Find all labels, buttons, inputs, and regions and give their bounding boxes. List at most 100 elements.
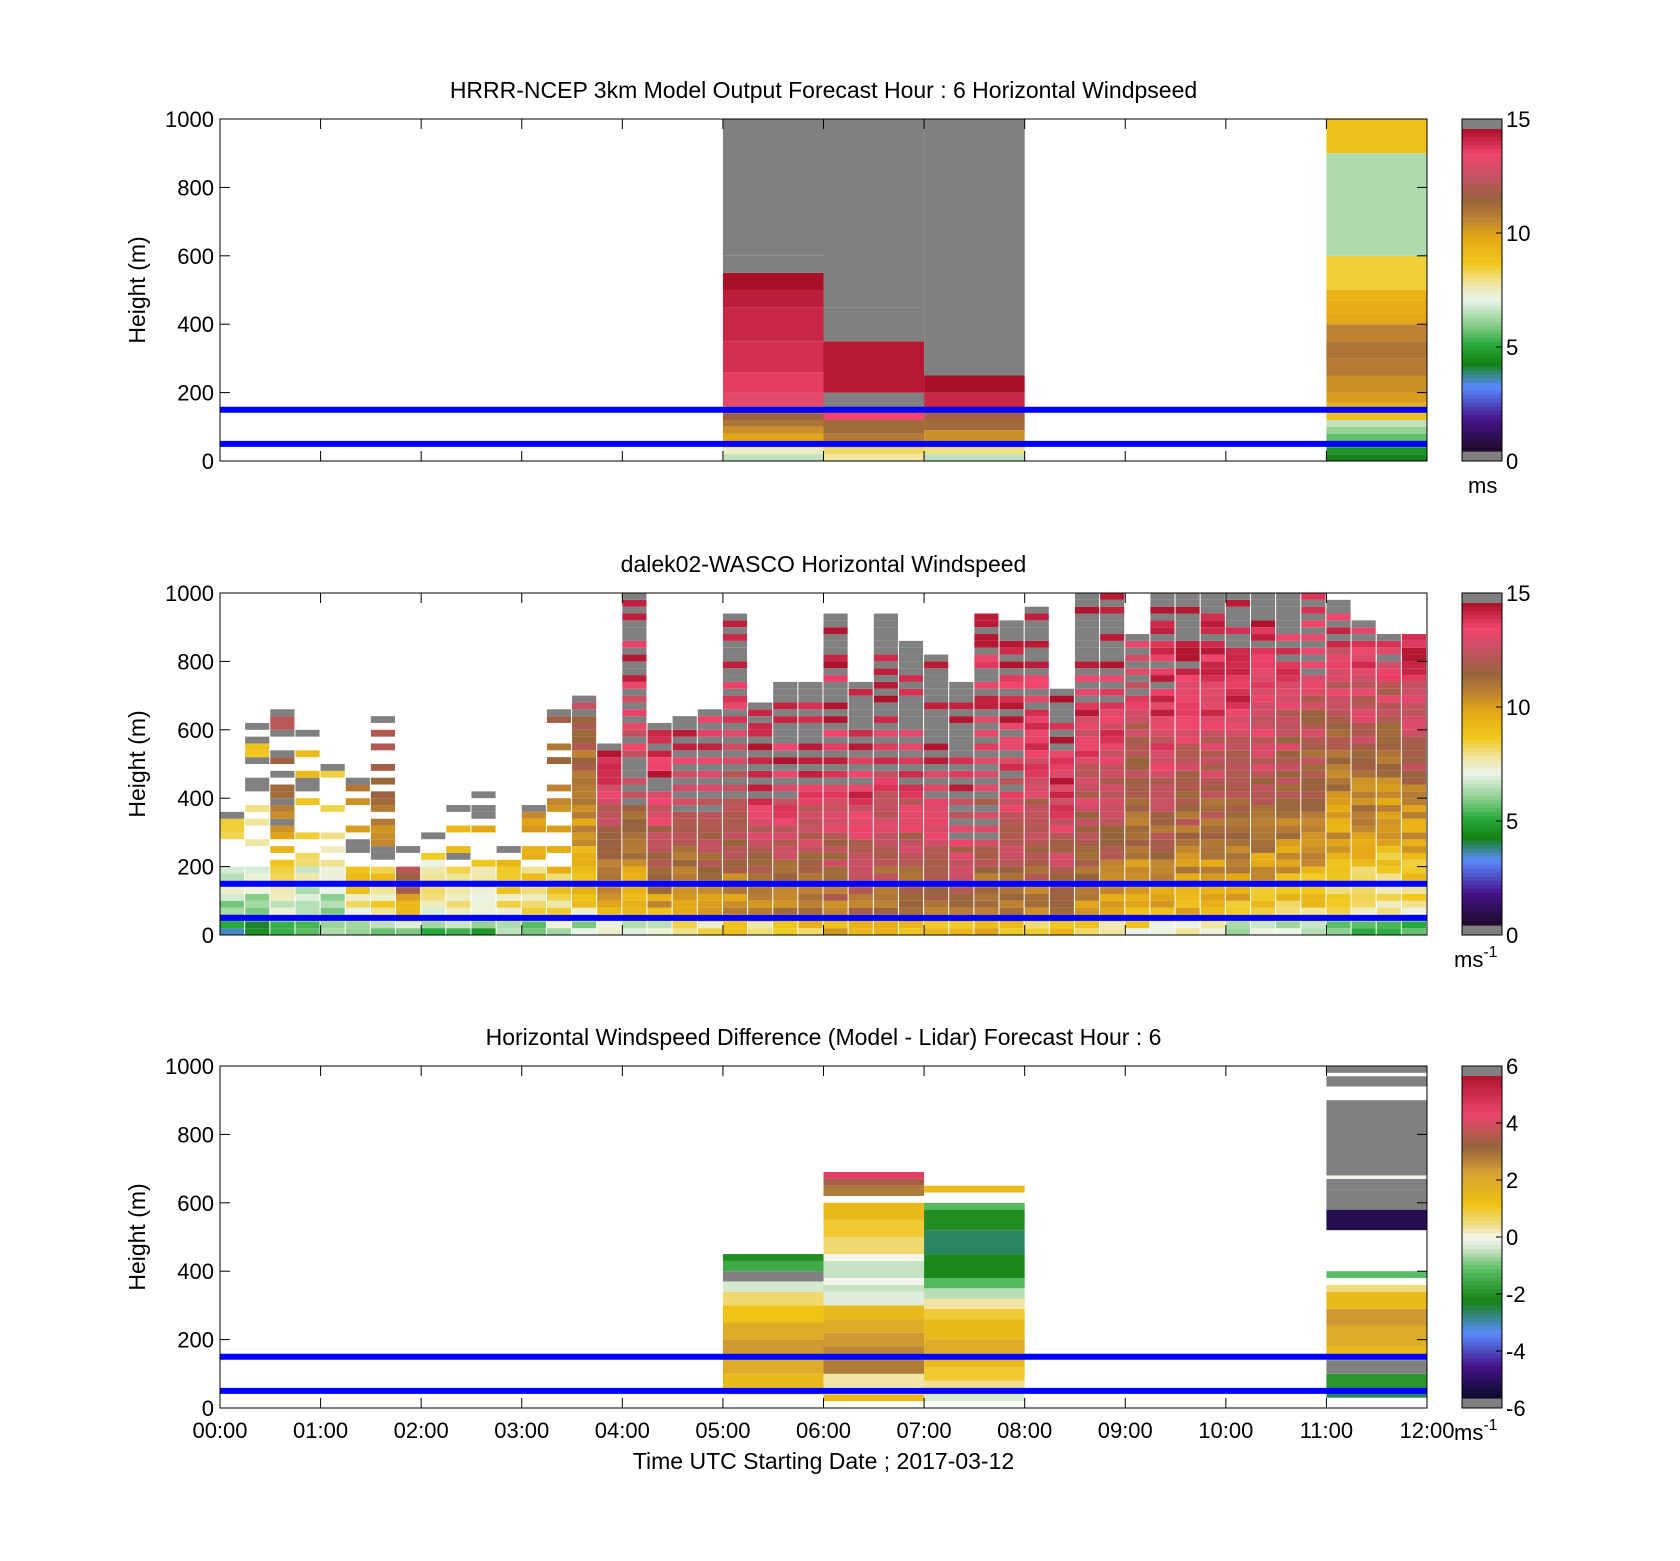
heatmap-cell xyxy=(672,859,697,867)
colorbar-segment xyxy=(1462,920,1502,926)
colorbar-segment xyxy=(1462,265,1502,271)
heatmap-cell xyxy=(722,620,748,628)
heatmap-cell xyxy=(722,372,824,393)
heatmap-cell xyxy=(1200,887,1225,894)
heatmap-cell xyxy=(1024,620,1049,628)
heatmap-cell xyxy=(245,805,270,812)
heatmap-cell xyxy=(999,647,1024,655)
heatmap-cell xyxy=(924,681,949,689)
heatmap-cell xyxy=(572,893,597,901)
heatmap-cell xyxy=(798,709,823,717)
heatmap-cell xyxy=(622,709,647,717)
heatmap-cell xyxy=(647,729,672,737)
heatmap-cell xyxy=(798,900,823,908)
heatmap-cell xyxy=(1250,709,1276,717)
heatmap-cell xyxy=(1225,887,1250,894)
heatmap-cell xyxy=(672,736,697,744)
heatmap-cell xyxy=(1024,887,1049,894)
heatmap-cell xyxy=(1074,893,1100,901)
heatmap-cell xyxy=(446,846,471,853)
heatmap-cell xyxy=(949,770,974,778)
heatmap-cell xyxy=(1175,634,1200,641)
heatmap-cell xyxy=(1351,852,1376,860)
heatmap-cell xyxy=(245,873,270,881)
heatmap-cell xyxy=(1225,729,1250,737)
heatmap-cell xyxy=(220,900,245,908)
heatmap-cell xyxy=(270,811,295,819)
heatmap-cell xyxy=(622,593,647,600)
heatmap-cell xyxy=(1024,852,1049,860)
heatmap-cell xyxy=(1175,805,1200,812)
colorbar-segment xyxy=(1462,302,1502,307)
heatmap-cell xyxy=(1301,907,1326,915)
heatmap-cell xyxy=(1276,627,1301,635)
colorbar-tick-label: 2 xyxy=(1506,1168,1518,1193)
heatmap-cell xyxy=(1250,764,1276,771)
heatmap-cell xyxy=(1049,859,1074,867)
heatmap-cell xyxy=(496,900,521,908)
heatmap-cell xyxy=(1100,627,1125,635)
y-tick-label: 600 xyxy=(177,718,214,743)
heatmap-cell xyxy=(270,846,295,853)
colorbar-under-swatch xyxy=(1462,451,1502,461)
heatmap-cell xyxy=(1175,798,1200,806)
heatmap-cell xyxy=(1100,709,1125,717)
colorbar-segment xyxy=(1462,856,1502,862)
heatmap-cell xyxy=(924,887,949,894)
heatmap-cell xyxy=(949,688,974,696)
colorbar-segment xyxy=(1462,912,1502,918)
colorbar-segment xyxy=(1462,285,1502,291)
heatmap-cell xyxy=(924,811,949,819)
heatmap-cell xyxy=(924,750,949,758)
heatmap-cell xyxy=(1250,695,1276,703)
colorbar-segment xyxy=(1462,836,1502,842)
heatmap-cell xyxy=(1125,757,1150,764)
heatmap-cell xyxy=(1376,668,1401,676)
heatmap-cell xyxy=(1225,791,1250,799)
chart-title: dalek02-WASCO Horizontal Windspeed xyxy=(621,551,1027,577)
heatmap-cell xyxy=(1100,640,1125,648)
heatmap-cell xyxy=(446,866,471,874)
heatmap-cell xyxy=(622,613,647,621)
heatmap-cell xyxy=(1225,757,1250,764)
heatmap-cell xyxy=(1150,606,1175,614)
colorbar-segment xyxy=(1462,667,1502,673)
heatmap-cell xyxy=(999,846,1024,853)
heatmap-cell xyxy=(1175,811,1200,819)
colorbar-segment xyxy=(1462,792,1502,797)
heatmap-cell xyxy=(345,846,370,853)
colorbar-segment xyxy=(1462,1108,1502,1113)
heatmap-cell xyxy=(898,791,924,799)
heatmap-cell xyxy=(873,702,898,710)
heatmap-cell xyxy=(421,852,446,860)
heatmap-cell xyxy=(1049,852,1074,860)
heatmap-cell xyxy=(748,784,773,792)
heatmap-cell xyxy=(1225,825,1250,833)
heatmap-cell xyxy=(974,661,999,669)
heatmap-cell xyxy=(798,798,823,806)
heatmap-cell xyxy=(722,770,748,778)
heatmap-cell xyxy=(1351,887,1376,894)
heatmap-cell xyxy=(1401,647,1426,655)
heatmap-cell xyxy=(1326,688,1351,696)
heatmap-cell xyxy=(1401,716,1426,723)
heatmap-cell xyxy=(823,825,848,833)
heatmap-cell xyxy=(722,613,748,621)
heatmap-cell xyxy=(1175,873,1200,881)
heatmap-cell xyxy=(898,688,924,696)
colorbar-segment xyxy=(1462,723,1502,729)
heatmap-cell xyxy=(572,709,597,717)
heatmap-cell xyxy=(1200,709,1225,717)
y-tick-label: 1000 xyxy=(165,1054,214,1079)
heatmap-cell xyxy=(1301,921,1326,929)
colorbar-segment xyxy=(1462,603,1502,608)
heatmap-cell xyxy=(220,818,245,826)
colorbar-segment xyxy=(1462,619,1502,624)
heatmap-cell xyxy=(672,907,697,915)
heatmap-cell xyxy=(1100,757,1125,764)
heatmap-cell xyxy=(1276,634,1301,641)
heatmap-cell xyxy=(1326,290,1427,301)
y-tick-label: 800 xyxy=(177,649,214,674)
heatmap-cell xyxy=(446,921,471,929)
heatmap-cell xyxy=(999,709,1024,717)
